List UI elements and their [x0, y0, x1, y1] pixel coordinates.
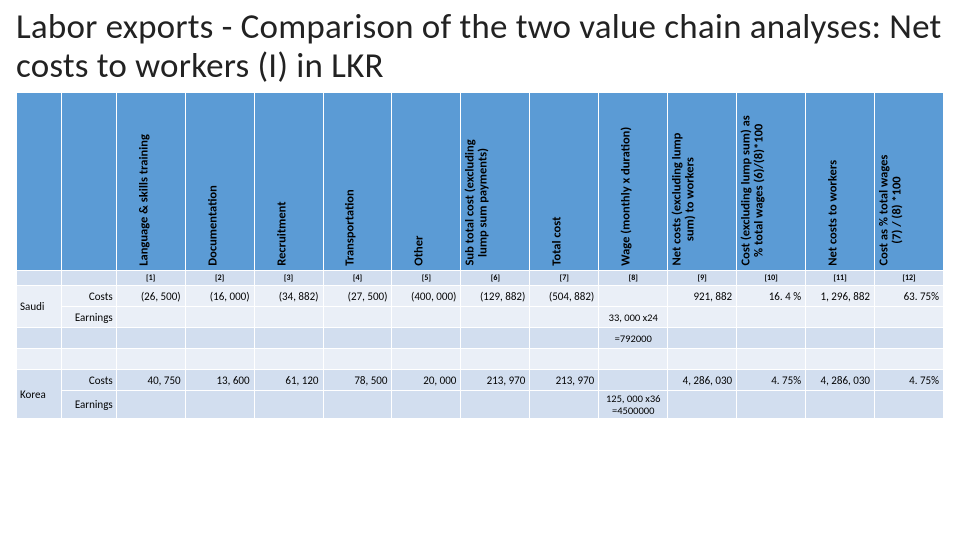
korea-c12: 4. 75%	[875, 370, 944, 391]
col-header-5: Other	[392, 93, 461, 271]
col-header-2: Documentation	[185, 93, 254, 271]
saudi-earnings-label: Earnings	[61, 307, 116, 328]
row-saudi-costs: Saudi Costs (26, 500) (16, 000) (34, 882…	[17, 286, 944, 307]
row-korea-costs: Korea Costs 40, 750 13, 600 61, 120 78, …	[17, 370, 944, 391]
idx-12: [12]	[875, 271, 944, 286]
korea-c1: 40, 750	[116, 370, 185, 391]
saudi-c3: (34, 882)	[254, 286, 323, 307]
col-header-7: Total cost	[530, 93, 599, 271]
idx-9: [9]	[668, 271, 737, 286]
saudi-wage-bot: =792000	[599, 328, 668, 349]
korea-c4: 78, 500	[323, 370, 392, 391]
idx-8: [8]	[599, 271, 668, 286]
saudi-c6: (129, 882)	[461, 286, 530, 307]
col-header-9: Net costs (excluding lumpsum) to workers	[668, 93, 737, 271]
korea-c5: 20, 000	[392, 370, 461, 391]
col-header-3: Recruitment	[254, 93, 323, 271]
cat-saudi: Saudi	[17, 286, 62, 328]
korea-c11: 4, 286, 030	[806, 370, 875, 391]
saudi-c10: 16. 4 %	[737, 286, 806, 307]
idx-6: [6]	[461, 271, 530, 286]
comparison-table: Language & skills training Documentation…	[16, 92, 944, 419]
korea-c7: 213, 970	[530, 370, 599, 391]
saudi-c7: (504, 882)	[530, 286, 599, 307]
idx-2: [2]	[185, 271, 254, 286]
row-spacer	[17, 349, 944, 370]
row-saudi-earnings-1: Earnings 33, 000 x24	[17, 307, 944, 328]
saudi-c11: 1, 296, 882	[806, 286, 875, 307]
idx-5: [5]	[392, 271, 461, 286]
col-header-1: Language & skills training	[116, 93, 185, 271]
saudi-c2: (16, 000)	[185, 286, 254, 307]
korea-earnings-label: Earnings	[61, 391, 116, 419]
idx-3: [3]	[254, 271, 323, 286]
korea-c9: 4, 286, 030	[668, 370, 737, 391]
col-header-10: Cost (excluding lump sum) as% total wage…	[737, 93, 806, 271]
korea-costs-label: Costs	[61, 370, 116, 391]
korea-c6: 213, 970	[461, 370, 530, 391]
idx-blank-lbl	[61, 271, 116, 286]
korea-c3: 61, 120	[254, 370, 323, 391]
saudi-c1: (26, 500)	[116, 286, 185, 307]
saudi-costs-label: Costs	[61, 286, 116, 307]
saudi-c5: (400, 000)	[392, 286, 461, 307]
cat-korea: Korea	[17, 370, 62, 419]
saudi-c9: 921, 882	[668, 286, 737, 307]
idx-4: [4]	[323, 271, 392, 286]
saudi-wage-top: 33, 000 x24	[599, 307, 668, 328]
col-header-11: Net costs to workers	[806, 93, 875, 271]
row-saudi-earnings-2: =792000	[17, 328, 944, 349]
col-header-6: Sub total cost (excludinglump sum paymen…	[461, 93, 530, 271]
col-header-8: Wage (monthly x duration)	[599, 93, 668, 271]
korea-c10: 4. 75%	[737, 370, 806, 391]
row-korea-earnings: Earnings 125, 000 x36 =4500000	[17, 391, 944, 419]
header-blank-cat	[17, 93, 62, 271]
korea-c2: 13, 600	[185, 370, 254, 391]
slide-title: Labor exports - Comparison of the two va…	[16, 8, 944, 86]
saudi-c8-blank	[599, 286, 668, 307]
idx-11: [11]	[806, 271, 875, 286]
header-blank-lbl	[61, 93, 116, 271]
col-header-4: Transportation	[323, 93, 392, 271]
idx-blank-cat	[17, 271, 62, 286]
idx-1: [1]	[116, 271, 185, 286]
saudi-c4: (27, 500)	[323, 286, 392, 307]
korea-c8-blank	[599, 370, 668, 391]
korea-wage: 125, 000 x36 =4500000	[599, 391, 668, 419]
idx-10: [10]	[737, 271, 806, 286]
col-header-12: Cost as % total wages(7) / (8) *100	[875, 93, 944, 271]
idx-7: [7]	[530, 271, 599, 286]
saudi-c12: 63. 75%	[875, 286, 944, 307]
